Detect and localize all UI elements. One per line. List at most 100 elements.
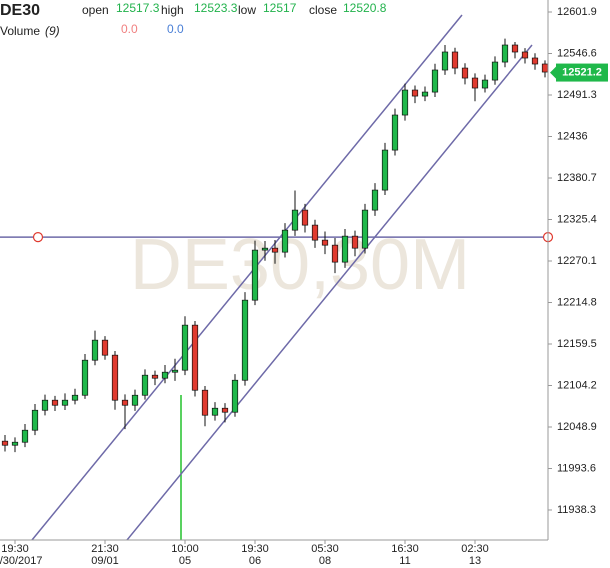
x-tick-label: 21:30 bbox=[91, 543, 119, 555]
candle-body bbox=[201, 389, 209, 416]
x-tick-sublabel: 08/30/2017 bbox=[0, 555, 43, 567]
candle-body bbox=[441, 51, 449, 71]
candle-body bbox=[341, 235, 349, 263]
open-label: open bbox=[82, 3, 109, 17]
volume-label: Volume bbox=[0, 24, 40, 38]
candle-body bbox=[351, 235, 359, 249]
candle-body bbox=[271, 247, 279, 253]
candle-body bbox=[1, 440, 9, 446]
x-tick-label: 19:30 bbox=[1, 543, 29, 555]
x-tick-sublabel: 11 bbox=[399, 555, 410, 567]
candle-body bbox=[81, 359, 89, 396]
y-tick-label: 12436 bbox=[557, 130, 588, 142]
candle-body bbox=[221, 407, 229, 413]
candle-body bbox=[31, 409, 39, 431]
y-tick-label: 12491.3 bbox=[557, 89, 597, 101]
watermark: DE30,30M bbox=[130, 225, 470, 305]
candle-body bbox=[471, 77, 479, 89]
candle-body bbox=[231, 379, 239, 413]
x-tick-sublabel: 08 bbox=[319, 555, 331, 567]
price-tag-pointer bbox=[550, 66, 556, 79]
high-label: high bbox=[161, 3, 184, 17]
candle-body bbox=[371, 189, 379, 211]
volume-value: 0.0 bbox=[167, 22, 184, 36]
y-tick-label: 11938.3 bbox=[557, 504, 596, 516]
symbol: DE30 bbox=[0, 2, 40, 19]
price-tag-label: 12521.2 bbox=[562, 66, 602, 78]
candle-body bbox=[491, 61, 499, 81]
low-value: 12517 bbox=[263, 1, 297, 15]
price-tag bbox=[556, 63, 608, 82]
candle-body bbox=[241, 299, 249, 381]
candle-body bbox=[401, 89, 409, 116]
candle-body bbox=[541, 63, 549, 73]
x-tick-label: 05:30 bbox=[311, 543, 339, 555]
close-value: 12520.8 bbox=[343, 1, 387, 15]
open-value: 12517.3 bbox=[116, 1, 160, 15]
y-tick-label: 12104.2 bbox=[557, 379, 597, 391]
candle-body bbox=[361, 209, 369, 249]
y-tick-label: 12159.5 bbox=[557, 338, 597, 350]
candle-body bbox=[521, 51, 529, 59]
trendline bbox=[126, 44, 533, 541]
x-tick-sublabel: 06 bbox=[249, 555, 261, 567]
plot-area bbox=[0, 0, 548, 540]
low-label: low bbox=[238, 3, 256, 17]
candle-body bbox=[211, 407, 219, 416]
x-tick-sublabel: 05 bbox=[179, 555, 191, 567]
y-tick-label: 12214.8 bbox=[557, 296, 597, 308]
candle-body bbox=[281, 229, 289, 253]
candle-body bbox=[21, 429, 29, 443]
candle-body bbox=[331, 244, 339, 263]
candle-body bbox=[251, 249, 259, 301]
x-tick-label: 10:00 bbox=[171, 543, 199, 555]
candle-body bbox=[381, 149, 389, 191]
high-value: 12523.3 bbox=[194, 1, 238, 15]
y-tick-label: 12270.1 bbox=[557, 255, 597, 267]
x-tick-label: 16:30 bbox=[391, 543, 419, 555]
candle-body bbox=[171, 369, 179, 373]
y-tick-label: 12601.9 bbox=[557, 6, 597, 18]
candle-body bbox=[101, 339, 109, 356]
candle-body bbox=[111, 354, 119, 401]
candle-body bbox=[321, 239, 329, 246]
x-tick-label: 19:30 bbox=[241, 543, 269, 555]
candle-body bbox=[391, 114, 399, 151]
candle-body bbox=[431, 69, 439, 93]
volume-value: 0.0 bbox=[121, 22, 138, 36]
candle-body bbox=[451, 51, 459, 69]
line-handle bbox=[32, 232, 44, 243]
candle-body bbox=[261, 247, 269, 251]
candle-body bbox=[161, 371, 169, 379]
candle-body bbox=[71, 394, 79, 401]
candle-body bbox=[421, 91, 429, 97]
candle-body bbox=[91, 339, 99, 361]
candle-body bbox=[191, 324, 199, 391]
candle-body bbox=[131, 394, 139, 406]
candle-body bbox=[411, 89, 419, 97]
candle-body bbox=[301, 209, 309, 226]
candle-body bbox=[531, 57, 539, 65]
candle-body bbox=[41, 399, 49, 411]
close-label: close bbox=[309, 3, 337, 17]
candle-body bbox=[181, 324, 189, 371]
candle-body bbox=[501, 44, 509, 63]
y-tick-label: 12380.7 bbox=[557, 172, 597, 184]
candle-body bbox=[511, 44, 519, 53]
y-tick-label: 11993.6 bbox=[557, 462, 596, 474]
candle-body bbox=[481, 79, 489, 89]
x-tick-sublabel: 09/01 bbox=[91, 555, 119, 567]
candle-body bbox=[461, 67, 469, 79]
candle-body bbox=[141, 374, 149, 396]
candle-body bbox=[151, 374, 159, 379]
candle-body bbox=[121, 399, 129, 406]
candle-body bbox=[311, 224, 319, 241]
y-tick-label: 12048.9 bbox=[557, 421, 597, 433]
candle-body bbox=[11, 441, 19, 446]
candle-body bbox=[51, 399, 59, 406]
volume-period: (9) bbox=[45, 24, 60, 38]
y-tick-label: 12546.6 bbox=[557, 47, 597, 59]
x-tick-label: 02:30 bbox=[461, 543, 489, 555]
trendline bbox=[31, 14, 463, 541]
